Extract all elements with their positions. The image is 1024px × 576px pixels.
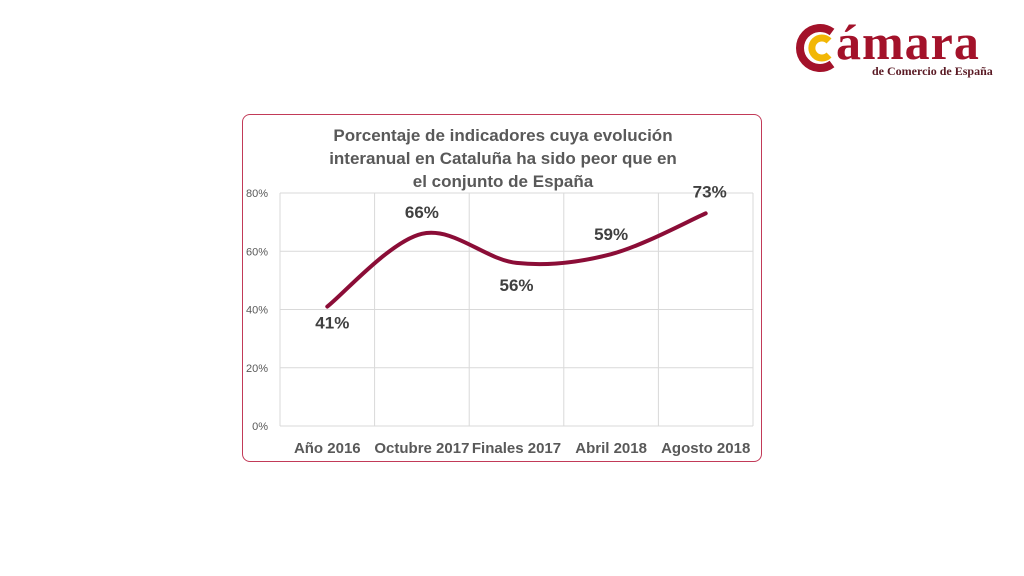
logo-subtitle: de Comercio de España [872,64,993,78]
chart-title-line-2: interanual en Cataluña ha sido peor que … [329,149,677,168]
y-tick-label: 80% [246,188,268,200]
x-tick-label: Agosto 2018 [661,440,750,457]
logo-wordmark: ámara [836,14,980,70]
y-tick-label: 20% [246,363,268,375]
series [325,211,708,309]
grid [279,192,754,427]
data-label: 56% [499,276,533,295]
camara-logo: ámara de Comercio de España [796,14,1006,82]
x-tick-label: Finales 2017 [472,440,561,457]
axes: 0% 20% 40% 60% 80% Año 2016 Octubre 2017 Finale… [246,188,750,457]
data-label: 59% [594,225,628,244]
x-tick-label: Octubre 2017 [374,440,469,457]
series-line [325,211,708,309]
x-tick-label: Abril 2018 [575,440,647,457]
y-tick-label: 60% [246,246,268,258]
data-point [515,261,519,265]
camara-logo-mark [796,24,835,72]
y-tick-label: 0% [252,421,268,433]
data-labels: 41% 66% 56% 59% 73% [315,182,726,332]
data-label: 66% [405,203,439,222]
data-point [325,305,329,309]
y-tick-label: 40% [246,305,268,317]
chart-title-line-3: el conjunto de España [413,172,594,191]
data-point [704,211,708,215]
chart-title-line-1: Porcentaje de indicadores cuya evolución [333,126,672,145]
chart-frame: Porcentaje de indicadores cuya evolución… [242,114,762,462]
data-point [420,232,424,236]
x-tick-label: Año 2016 [294,440,361,457]
data-label: 73% [693,182,727,201]
data-label: 41% [315,314,349,333]
line-chart: Porcentaje de indicadores cuya evolución… [246,126,754,457]
data-point [609,252,613,256]
